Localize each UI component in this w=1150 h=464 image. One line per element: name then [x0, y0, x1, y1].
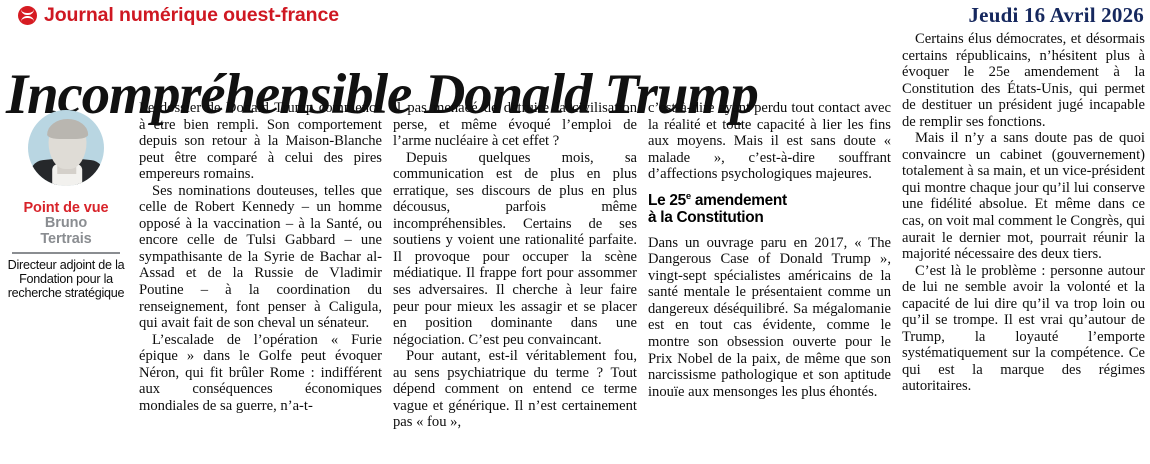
article-column-3: c’est-à-dire ayant perdu tout contact av… — [648, 100, 891, 400]
paragraph: Certains élus démocrates, et désormais c… — [902, 31, 1145, 130]
paragraph: L’escalade de l’opération « Furie épique… — [139, 331, 382, 414]
author-role: Directeur adjoint de la Fondation pour l… — [7, 257, 125, 301]
section-subheading: Le 25e amendement à la Constitution — [648, 190, 891, 227]
paragraph: c’est-à-dire ayant perdu tout contact av… — [648, 100, 891, 183]
paragraph: il pas menacé de détruire la civilisatio… — [393, 100, 637, 150]
brand-title: Journal numérique ouest-france — [44, 4, 339, 26]
brand-block[interactable]: Journal numérique ouest-france — [18, 4, 339, 27]
article-column-2: il pas menacé de détruire la civilisatio… — [393, 100, 637, 431]
paragraph: Le dossier de Donald Trump commence à êt… — [139, 100, 382, 183]
edition-date: Jeudi 16 Avril 2026 — [968, 3, 1144, 27]
article-column-1: Le dossier de Donald Trump commence à êt… — [139, 100, 382, 414]
avatar-hair — [47, 119, 89, 139]
point-de-vue-label: Point de vue — [23, 200, 109, 216]
subheading-line-1: Le 25e amendement — [648, 190, 787, 209]
masthead: Journal numérique ouest-france Jeudi 16 … — [0, 0, 1150, 34]
sidebar-divider — [12, 252, 120, 254]
subheading-text-pre: Le 25 — [648, 191, 686, 209]
paragraph: Pour autant, est-il véritablement fou, a… — [393, 348, 637, 431]
author-name: Bruno Tertrais — [6, 215, 126, 247]
point-de-vue-sidebar: Point de vue Bruno Tertrais Directeur ad… — [6, 100, 126, 301]
paragraph: Mais il n’y a sans doute pas de quoi con… — [902, 130, 1145, 263]
author-first-name: Bruno — [44, 215, 88, 231]
paragraph: Depuis quelques mois, sa communication e… — [393, 149, 637, 348]
subheading-ordinal-suffix: e — [685, 190, 691, 202]
author-last-name: Tertrais — [40, 230, 92, 247]
paragraph: C’est là le problème : personne autour d… — [902, 262, 1145, 395]
paragraph: Ses nominations douteuses, telles que ce… — [139, 182, 382, 332]
page-title: Incompréhensible Donald Trump — [6, 63, 759, 127]
article-column-4: Certains élus démocrates, et désormais c… — [902, 31, 1145, 395]
subheading-line-2: à la Constitution — [648, 209, 764, 227]
subheading-text-post: amendement — [690, 191, 787, 209]
paragraph: Dans un ouvrage paru en 2017, « The Dang… — [648, 234, 891, 400]
avatar — [28, 110, 104, 186]
ouest-france-swirl-logo-icon — [18, 6, 37, 25]
